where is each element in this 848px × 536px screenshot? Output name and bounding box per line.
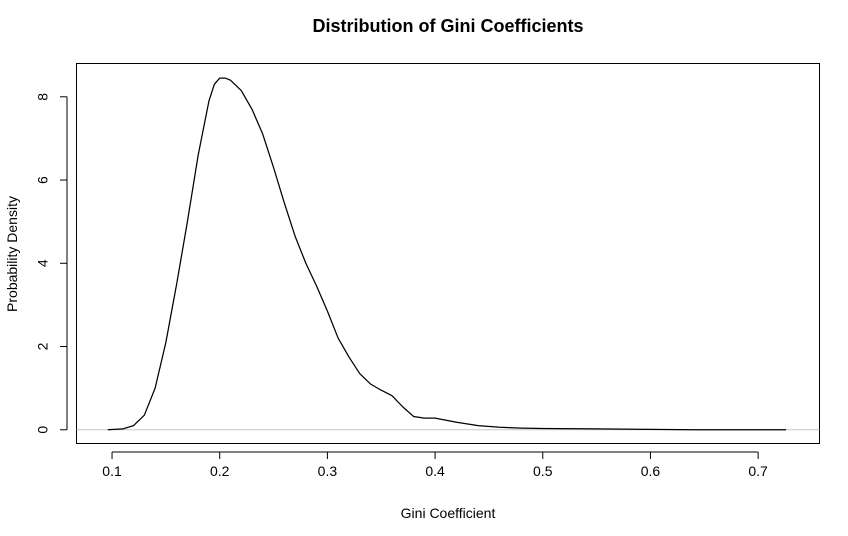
density-curve: [107, 77, 787, 431]
y-tick-label: 6: [35, 176, 51, 184]
y-tick-label: 8: [35, 93, 51, 101]
x-tick-label: 0.7: [748, 463, 768, 479]
x-axis-title: Gini Coefficient: [401, 505, 496, 521]
x-tick-label: 0.4: [425, 463, 445, 479]
x-tick-label: 0.1: [102, 463, 122, 479]
x-tick-label: 0.2: [210, 463, 230, 479]
y-axis: 0 2 4 6 8: [35, 93, 68, 434]
chart-title: Distribution of Gini Coefficients: [313, 16, 584, 36]
x-tick-label: 0.6: [641, 463, 661, 479]
x-tick-label: 0.5: [533, 463, 553, 479]
plot-frame: [76, 63, 820, 444]
x-axis: 0.1 0.2 0.3 0.4 0.5 0.6 0.7: [102, 451, 768, 479]
x-tick-label: 0.3: [318, 463, 338, 479]
y-tick-label: 0: [35, 426, 51, 434]
y-tick-label: 2: [35, 342, 51, 350]
y-axis-title: Probability Density: [4, 196, 20, 312]
y-tick-label: 4: [35, 259, 51, 267]
